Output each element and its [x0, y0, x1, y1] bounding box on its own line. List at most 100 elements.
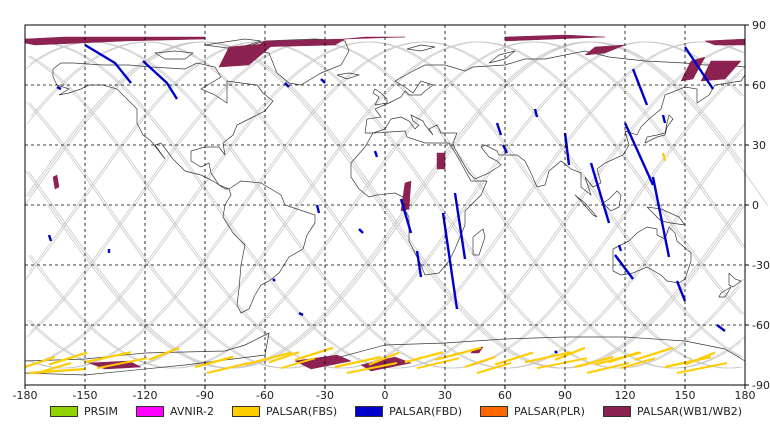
- palsar-fbs-swath: [24, 355, 56, 369]
- palsar-fbd-swath: [495, 122, 503, 136]
- y-tick-label: 60: [752, 79, 766, 92]
- coastline-great-britain: [372, 88, 388, 106]
- coastline-africa: [350, 130, 488, 276]
- orbit-tracks: [24, 41, 768, 369]
- legend-item: AVNIR-2: [136, 405, 214, 418]
- x-tick-label: -30: [316, 389, 334, 402]
- x-tick-label: 120: [615, 389, 636, 402]
- palsar-fbd-swath: [272, 278, 276, 282]
- palsar-fbd-swath: [315, 204, 321, 214]
- coastline-australia: [612, 226, 692, 284]
- x-tick-label: 150: [675, 389, 696, 402]
- orbit-track: [25, 41, 741, 369]
- x-tick-label: 60: [498, 389, 512, 402]
- palsar-fbs-swath: [494, 351, 534, 366]
- legend-label: PALSAR(FBD): [389, 404, 463, 418]
- coastline-canadian-arctic-2: [204, 38, 262, 50]
- coastline-borneo: [602, 190, 622, 212]
- x-tick-label: 30: [438, 389, 452, 402]
- axis-ticks: [24, 24, 749, 389]
- palsar-fbs-swath: [206, 362, 250, 374]
- palsar-fbd-swaths: [47, 43, 726, 354]
- legend-item: PALSAR(WB1/WB2): [602, 405, 742, 418]
- palsar-fbs-swath: [194, 355, 234, 369]
- palsar-fbs-swath: [416, 357, 460, 370]
- palsar-fbs-swath: [28, 367, 86, 375]
- palsar-fbs-swath: [524, 351, 572, 364]
- palsar-fbd-swath: [651, 176, 671, 258]
- palsar-fbs-swath: [684, 351, 716, 366]
- palsar-wb-swath: [294, 354, 352, 370]
- palsar-fbs-swath: [434, 346, 482, 361]
- palsar-fbs-swath: [661, 152, 667, 162]
- coastline-indonesia: [574, 194, 598, 218]
- palsar-wb-swath: [436, 152, 446, 170]
- coastline-greenland: [238, 38, 350, 86]
- palsar-fbd-swath: [142, 60, 179, 100]
- palsar-fbd-swath: [399, 198, 413, 234]
- palsar-fbd-swath: [84, 43, 132, 84]
- palsar-fbd-swath: [631, 68, 649, 106]
- x-tick-label: 0: [382, 389, 389, 402]
- palsar-fbs-swath: [346, 362, 398, 374]
- palsar-fbs-swath: [464, 355, 496, 369]
- x-tick-label: 90: [558, 389, 572, 402]
- palsar-fbd-swath: [716, 324, 726, 332]
- palsar-fbd-swath: [453, 192, 467, 260]
- coastline-canadian-arctic-1: [153, 50, 194, 60]
- palsar-fbs-swath: [676, 362, 728, 374]
- y-tick-label: 0: [752, 199, 759, 212]
- y-tick-label: -60: [752, 319, 770, 332]
- y-tick-label: -30: [752, 259, 770, 272]
- palsar-fbd-swath: [501, 144, 509, 154]
- palsar-fbd-swath: [623, 122, 655, 186]
- palsar-fbs-swath: [280, 357, 316, 370]
- coastline-japan: [644, 114, 674, 144]
- legend-label: PALSAR(PLR): [514, 404, 585, 418]
- palsar-fbd-swath: [320, 78, 326, 84]
- palsar-fbs-swath: [294, 346, 334, 361]
- coastline-madagascar: [472, 228, 486, 256]
- palsar-fbs-swath: [148, 346, 180, 361]
- legend-label: AVNIR-2: [170, 404, 214, 418]
- palsar-fbs-swath: [608, 351, 640, 364]
- orbit-track: [28, 41, 743, 369]
- palsar-fbs-swath: [664, 355, 712, 369]
- y-tick-label: 90: [752, 19, 766, 32]
- legend-item: PRSIM: [50, 405, 118, 418]
- palsar-wb-swath: [584, 44, 626, 56]
- palsar-fbs-swath: [334, 355, 382, 369]
- x-tick-label: -120: [133, 389, 158, 402]
- legend-swatch: [136, 405, 164, 417]
- legend-item: PALSAR(FBS): [231, 405, 337, 418]
- palsar-fbs-swath: [586, 362, 630, 374]
- x-tick-label: -180: [13, 389, 38, 402]
- orbit-track: [30, 41, 745, 369]
- palsar-fbs-swath: [476, 362, 512, 374]
- palsar-fbd-swath: [684, 46, 714, 90]
- legend-swatch: [602, 405, 631, 417]
- palsar-fbd-swath: [554, 350, 558, 354]
- legend-swatch: [231, 405, 260, 417]
- palsar-fbs-swaths: [24, 152, 728, 375]
- palsar-fbd-swath: [373, 150, 379, 158]
- legend-swatch: [355, 405, 384, 417]
- palsar-fbd-swath: [675, 280, 687, 302]
- orbit-track: [28, 41, 744, 369]
- x-tick-label: -150: [73, 389, 98, 402]
- coastline-new-zealand-south: [718, 286, 732, 298]
- coastline-north-america: [52, 62, 274, 190]
- y-tick-label: 30: [752, 139, 766, 152]
- x-tick-label: -60: [256, 389, 274, 402]
- palsar-fbs-swath: [48, 351, 88, 366]
- coastline-antarctica-edge: [24, 332, 270, 376]
- palsar-fbs-swath: [554, 346, 586, 361]
- coastline-iceland: [336, 72, 361, 80]
- palsar-fbd-swath: [533, 108, 539, 118]
- palsar-fbd-swath: [617, 244, 623, 252]
- legend-item: PALSAR(FBD): [355, 405, 462, 418]
- palsar-fbs-swath: [368, 351, 400, 366]
- palsar-fbd-swath: [415, 250, 423, 278]
- palsar-fbd-swath: [661, 114, 667, 124]
